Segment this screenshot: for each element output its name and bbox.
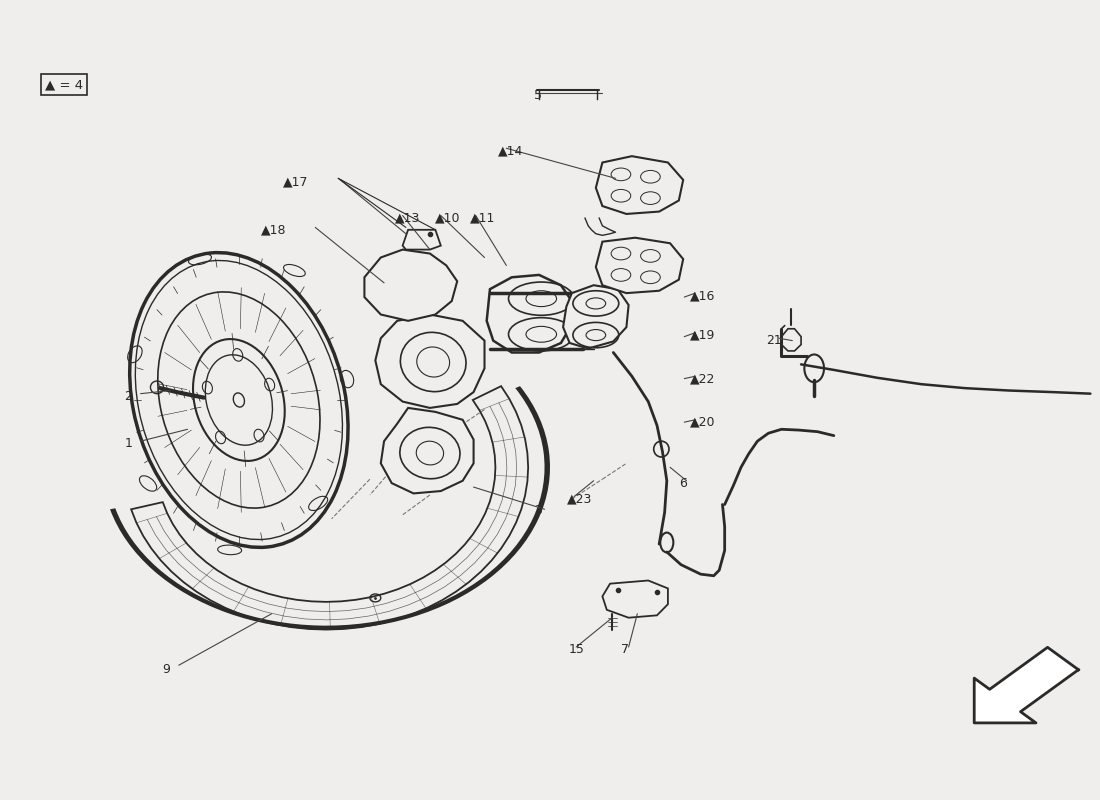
Polygon shape [381,408,474,494]
Polygon shape [375,314,484,408]
Text: 21: 21 [766,334,782,347]
Text: ▲10: ▲10 [436,211,461,225]
Text: 3: 3 [534,504,541,518]
Polygon shape [603,581,668,618]
Text: ▲18: ▲18 [261,223,286,236]
Text: 15: 15 [569,643,584,656]
Polygon shape [596,156,683,214]
Polygon shape [131,386,528,630]
Polygon shape [486,275,572,353]
Text: ▲14: ▲14 [497,144,522,157]
Text: ▲13: ▲13 [395,211,420,225]
Text: 6: 6 [679,477,686,490]
Text: 2: 2 [124,390,132,402]
Text: ▲11: ▲11 [471,211,496,225]
Text: 9: 9 [163,662,170,676]
Polygon shape [781,329,801,351]
Text: ▲20: ▲20 [690,416,715,429]
Text: ▲23: ▲23 [568,493,593,506]
Polygon shape [596,238,683,293]
Polygon shape [563,286,628,349]
Polygon shape [975,647,1078,723]
Polygon shape [403,230,441,250]
Text: ▲ = 4: ▲ = 4 [45,78,84,91]
Wedge shape [110,386,550,630]
Text: ▲17: ▲17 [283,176,308,189]
Text: 5: 5 [534,89,541,102]
Text: 1: 1 [124,437,132,450]
Polygon shape [364,250,458,321]
Text: 7: 7 [621,643,629,656]
Text: ▲22: ▲22 [690,372,715,385]
Text: ▲19: ▲19 [690,329,715,342]
Text: ▲16: ▲16 [690,289,715,302]
